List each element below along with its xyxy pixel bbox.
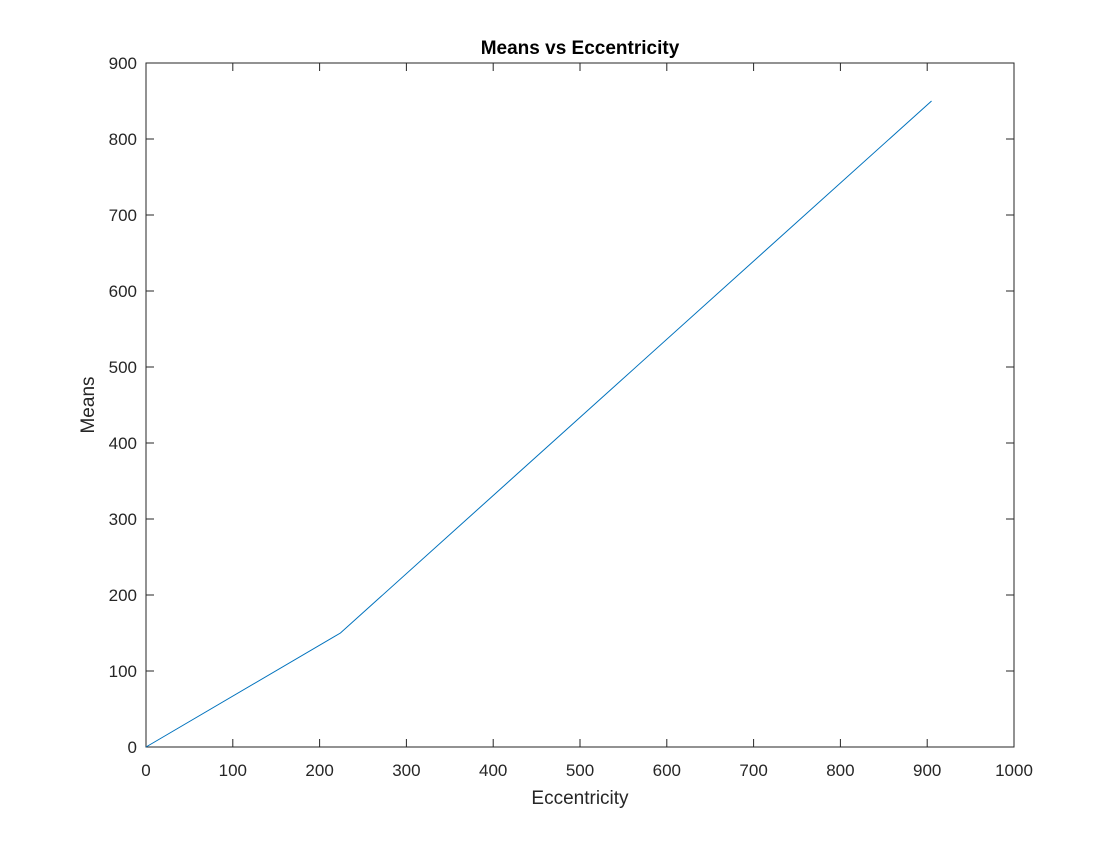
- x-tick-label: 900: [913, 761, 941, 780]
- x-tick-label: 500: [566, 761, 594, 780]
- y-axis-label: Means: [78, 376, 99, 433]
- y-tick-label: 200: [109, 586, 137, 605]
- y-tick-label: 700: [109, 206, 137, 225]
- y-tick-label: 900: [109, 54, 137, 73]
- x-axis-label: Eccentricity: [531, 788, 629, 809]
- x-tick-label: 100: [219, 761, 247, 780]
- x-tick-label: 1000: [995, 761, 1033, 780]
- x-tick-label: 0: [141, 761, 150, 780]
- y-tick-label: 400: [109, 434, 137, 453]
- y-tick-label: 600: [109, 282, 137, 301]
- x-tick-label: 300: [392, 761, 420, 780]
- x-tick-label: 200: [305, 761, 333, 780]
- y-tick-label: 0: [128, 738, 137, 757]
- series-line-0: [145, 100, 932, 748]
- axes-box: [145, 62, 1015, 748]
- x-tick-label: 700: [739, 761, 767, 780]
- plot-area: 0 100 200 300 400 500 600 700 800 900 1000 0 100 200 3…: [109, 54, 1033, 780]
- chart-title: Means vs Eccentricity: [481, 38, 680, 59]
- x-tick-label: 600: [653, 761, 681, 780]
- x-tick-label: 400: [479, 761, 507, 780]
- y-tick-label: 100: [109, 662, 137, 681]
- y-tick-label: 300: [109, 510, 137, 529]
- y-tick-label: 500: [109, 358, 137, 377]
- y-tick-label: 800: [109, 130, 137, 149]
- x-tick-label: 800: [826, 761, 854, 780]
